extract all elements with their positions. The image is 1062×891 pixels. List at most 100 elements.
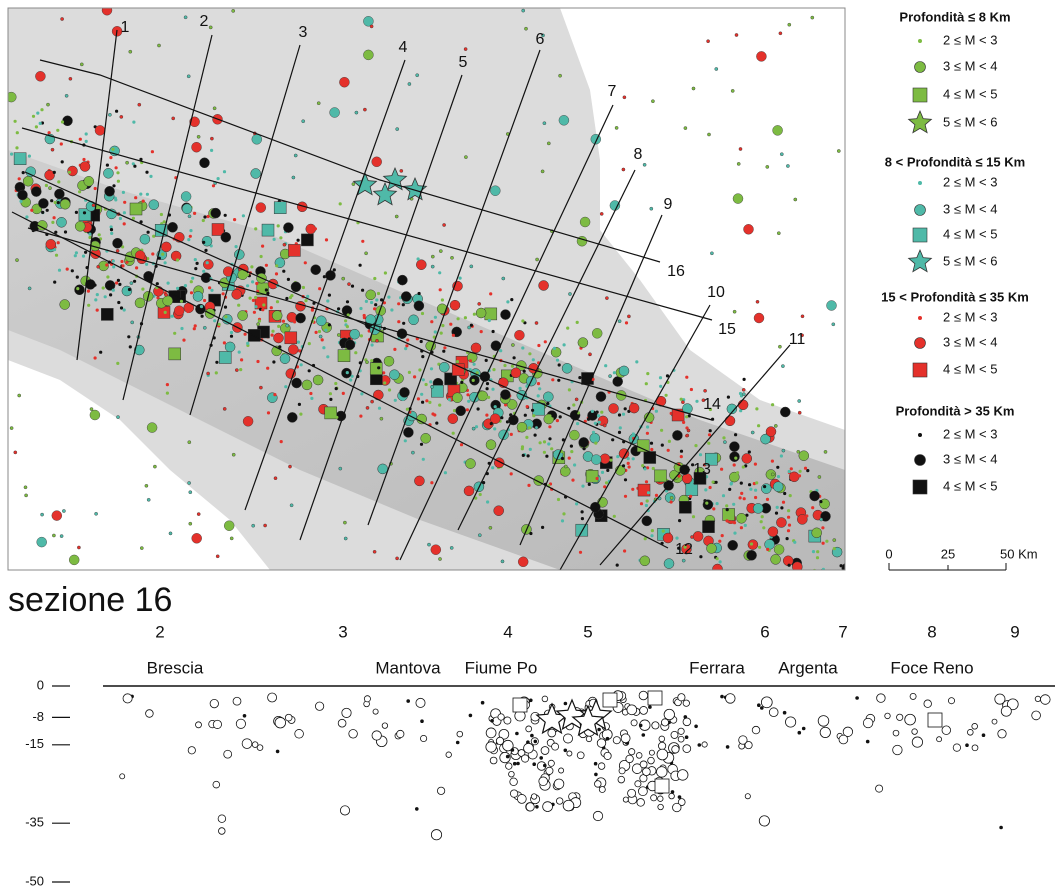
epicenter [213, 319, 216, 322]
epicenter [685, 577, 688, 580]
epicenter [562, 363, 572, 373]
epicenter [586, 470, 598, 482]
hypocenter [995, 694, 1005, 704]
cross-section: 0-8-15-35-5023456789BresciaMantovaFiume … [25, 622, 1050, 888]
epicenter [753, 503, 763, 513]
epicenter [244, 333, 247, 336]
epicenter [798, 411, 801, 414]
hypocenter [577, 752, 584, 759]
hypocenter [678, 694, 685, 701]
epicenter [690, 535, 693, 538]
epicenter [594, 422, 597, 425]
epicenter [139, 193, 142, 196]
hypocenter [535, 805, 539, 809]
epicenter [532, 358, 535, 361]
epicenter [314, 227, 317, 230]
epicenter [588, 353, 591, 356]
figure: 12345678910111213141516 Profondità ≤ 8 K… [0, 0, 1062, 891]
depth-tick-label: -35 [25, 815, 44, 830]
section-title: sezione 16 [8, 581, 172, 619]
epicenter [667, 594, 670, 597]
epicenter [692, 515, 695, 518]
epicenter [799, 451, 809, 461]
epicenter [188, 481, 191, 484]
hypocenter [953, 744, 960, 751]
epicenter [363, 314, 366, 317]
epicenter [171, 315, 174, 318]
epicenter [126, 161, 129, 164]
epicenter [740, 526, 743, 529]
epicenter [642, 516, 652, 526]
epicenter [635, 360, 638, 363]
hypocenter [457, 731, 463, 737]
hypocenter [698, 743, 702, 747]
epicenter [590, 433, 600, 443]
epicenter [181, 192, 191, 202]
epicenter [597, 414, 600, 417]
epicenter [123, 201, 126, 204]
epicenter [82, 158, 85, 161]
epicenter [145, 263, 148, 266]
epicenter [291, 282, 301, 292]
epicenter [440, 332, 443, 335]
epicenter [500, 390, 510, 400]
epicenter [430, 320, 433, 323]
epicenter [811, 506, 814, 509]
epicenter [262, 224, 274, 236]
epicenter [685, 415, 688, 418]
epicenter [117, 180, 120, 183]
epicenter [547, 442, 550, 445]
epicenter [360, 334, 363, 337]
epicenter [773, 125, 783, 135]
epicenter [679, 501, 691, 513]
epicenter [326, 355, 329, 358]
legend-title: Profondità ≤ 8 Km [899, 9, 1010, 24]
epicenter [420, 443, 423, 446]
epicenter [789, 494, 792, 497]
epicenter [283, 243, 286, 246]
epicenter [209, 26, 212, 29]
epicenter [568, 292, 571, 295]
epicenter [818, 475, 821, 478]
epicenter [261, 308, 264, 311]
place-name: Ferrara [689, 658, 745, 677]
epicenter [492, 330, 495, 333]
epicenter [311, 309, 314, 312]
hypocenter [349, 729, 358, 738]
epicenter [716, 557, 719, 560]
epicenter [561, 519, 564, 522]
epicenter [313, 375, 323, 385]
epicenter [551, 414, 554, 417]
epicenter [468, 326, 471, 329]
epicenter [849, 570, 859, 580]
epicenter [708, 433, 711, 436]
epicenter [733, 521, 736, 524]
epicenter [790, 467, 793, 470]
epicenter [450, 546, 453, 549]
epicenter [117, 301, 120, 304]
epicenter [840, 585, 850, 595]
epicenter [725, 576, 735, 586]
hypocenter [563, 734, 572, 743]
hypocenter [802, 727, 806, 731]
epicenter [754, 463, 757, 466]
epicenter [762, 526, 765, 529]
epicenter [15, 146, 18, 149]
section-label: 2 [200, 13, 209, 30]
hypocenter [543, 764, 547, 768]
epicenter [576, 321, 579, 324]
epicenter [725, 416, 735, 426]
epicenter [102, 5, 112, 15]
epicenter [780, 407, 790, 417]
epicenter [624, 407, 627, 410]
epicenter [511, 365, 514, 368]
epicenter [232, 289, 242, 299]
epicenter [200, 305, 203, 308]
epicenter [543, 440, 546, 443]
epicenter [748, 450, 751, 453]
hypocenter [541, 747, 549, 755]
epicenter [409, 315, 419, 325]
epicenter [152, 235, 155, 238]
epicenter [754, 489, 757, 492]
hypocenter [539, 777, 548, 786]
